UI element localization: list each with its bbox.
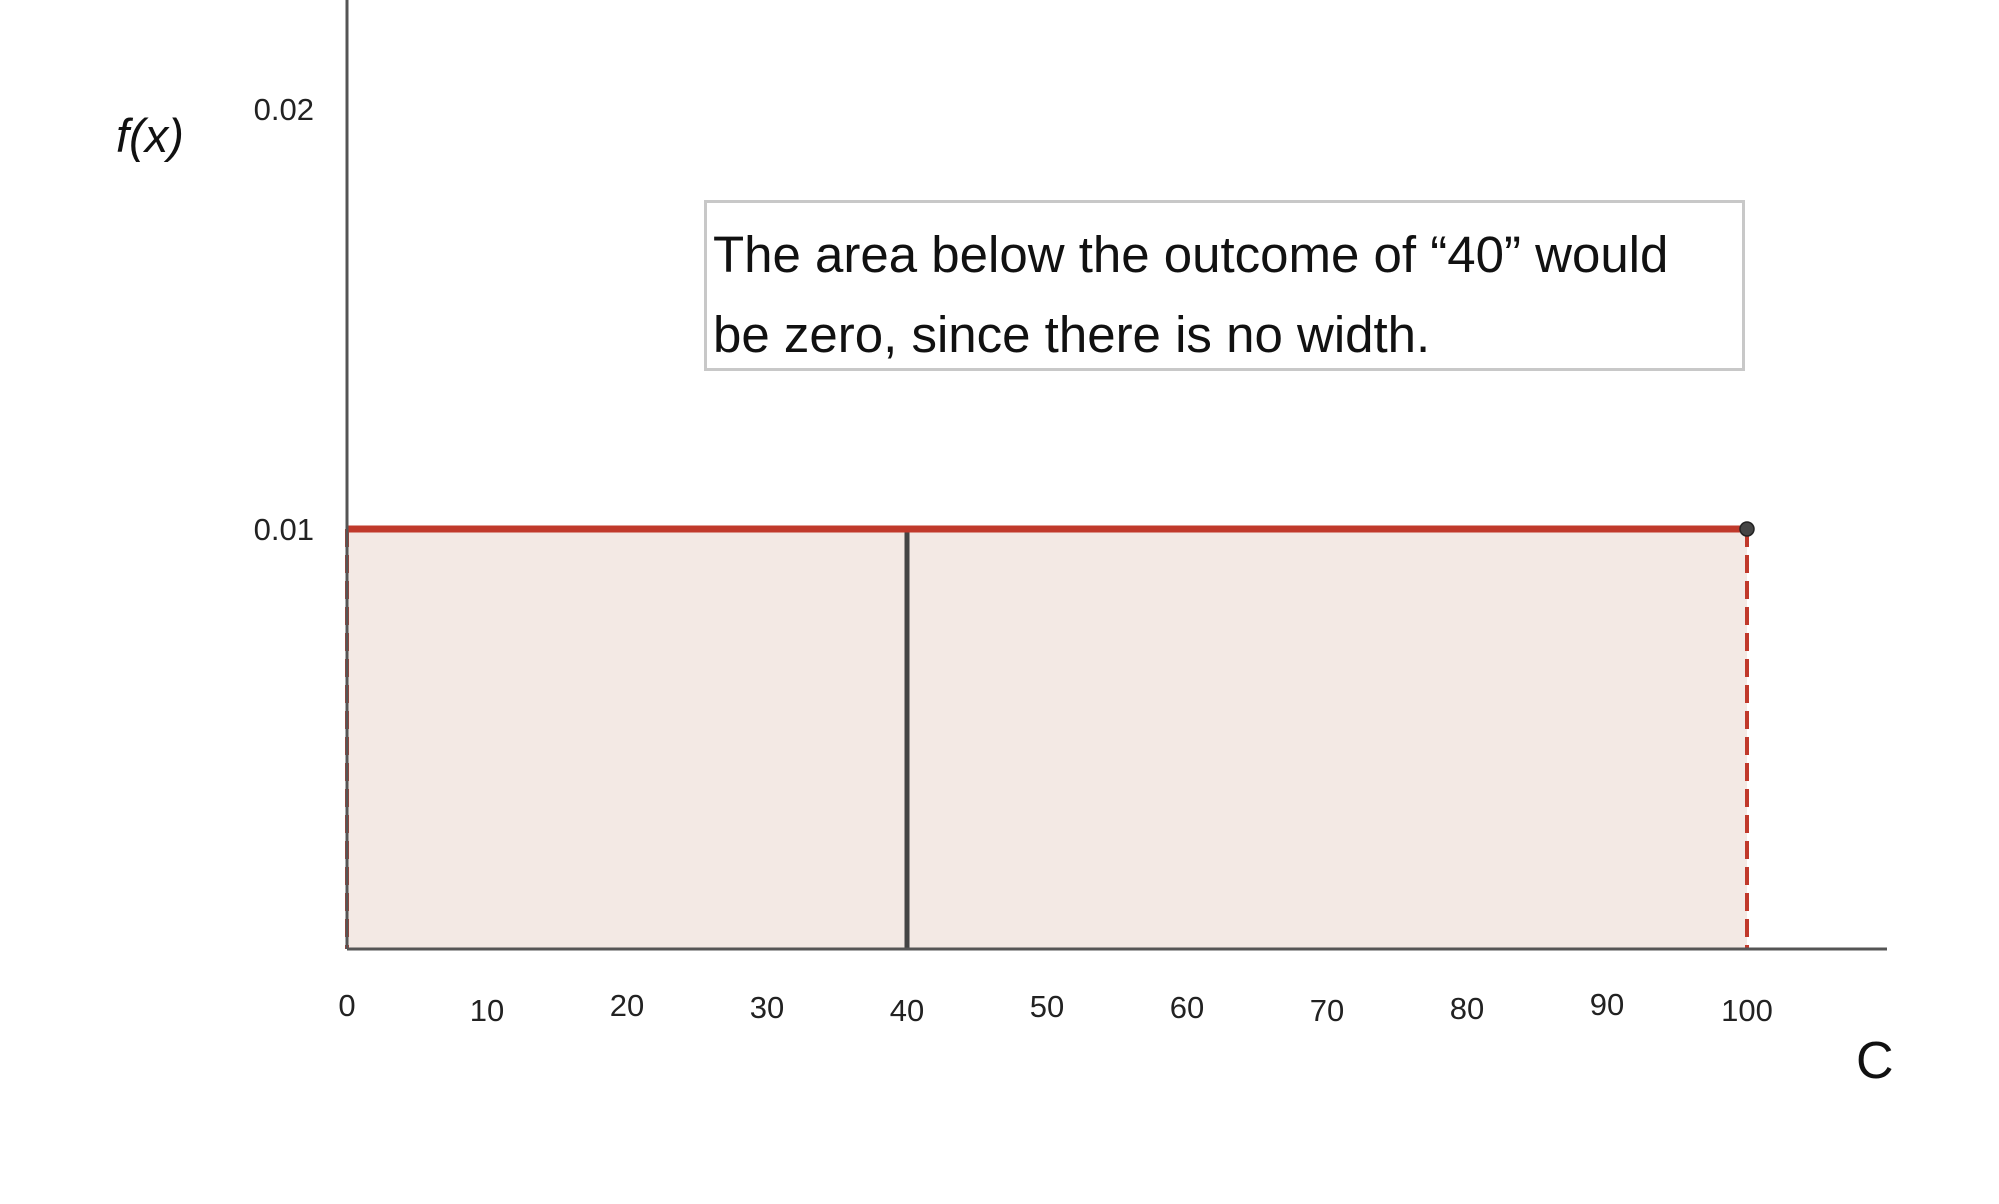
density-area — [347, 529, 1747, 949]
annotation-line-2: be zero, since there is no width. — [713, 306, 1431, 363]
x-tick-label-0: 0 — [338, 988, 355, 1023]
x-tick-label-50: 50 — [1030, 989, 1064, 1024]
x-tick-label-80: 80 — [1450, 991, 1484, 1026]
axes — [345, 0, 1887, 951]
x-tick-label-30: 30 — [750, 990, 784, 1025]
x-tick-label-60: 60 — [1170, 990, 1204, 1025]
y-axis-label: f(x) — [116, 109, 184, 162]
x-tick-label-20: 20 — [610, 988, 644, 1023]
annotation-box: The area below the outcome of “40” would… — [704, 200, 1745, 371]
y-tick-label-1: 0.02 — [254, 92, 314, 127]
x-tick-label-90: 90 — [1590, 987, 1624, 1022]
x-tick-label-70: 70 — [1310, 993, 1344, 1028]
x-tick-label-100: 100 — [1721, 993, 1773, 1028]
x-tick-label-10: 10 — [470, 993, 504, 1028]
x-axis-label: C — [1856, 1032, 1894, 1090]
y-tick-label-0: 0.01 — [254, 512, 314, 547]
x-tick-label-40: 40 — [890, 993, 924, 1028]
annotation-line-1: The area below the outcome of “40” would — [713, 226, 1669, 283]
tick-labels: 0 10 20 30 40 50 60 70 80 90 100 0.01 0.02 — [254, 92, 1773, 1028]
plot-area — [345, 521, 1755, 951]
end-point — [1739, 521, 1755, 537]
